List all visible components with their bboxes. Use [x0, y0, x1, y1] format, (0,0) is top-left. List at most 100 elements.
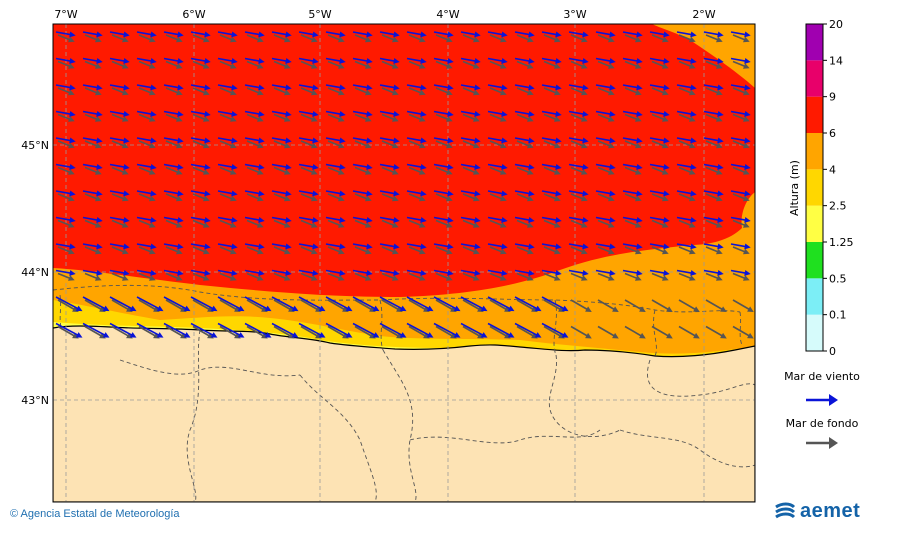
aemet-logo-icon: [775, 502, 796, 518]
wind-sea-arrow: [271, 216, 292, 223]
wind-sea-arrow: [433, 322, 461, 338]
swell-arrow: [543, 87, 561, 96]
wind-sea-arrow: [163, 137, 184, 144]
wind-sea-arrow: [190, 137, 211, 144]
swell-arrow: [732, 246, 750, 255]
wind-sea-arrow: [676, 110, 697, 117]
wind-sea-arrow: [649, 190, 670, 197]
wind-sea-arrow: [703, 57, 724, 64]
wind-sea-arrow: [109, 84, 130, 91]
swell-arrow: [165, 272, 183, 281]
wind-sea-arrow: [298, 243, 319, 250]
swell-arrow: [273, 193, 291, 202]
wind-sea-arrow: [541, 322, 569, 338]
swell-arrow: [462, 166, 480, 175]
swell-arrow: [219, 113, 237, 122]
swell-arrow: [732, 34, 750, 43]
swell-arrow: [273, 246, 291, 255]
swell-arrow: [354, 60, 372, 69]
colorbar-level-label: 4: [829, 163, 836, 176]
wind-sea-arrow: [190, 190, 211, 197]
wind-sea-arrow: [703, 137, 724, 144]
swell-arrow: [354, 246, 372, 255]
wind-sea-arrow: [163, 57, 184, 64]
wind-sea-arrow: [514, 84, 535, 91]
swell-arrow: [570, 272, 588, 281]
swell-arrow: [327, 60, 345, 69]
swell-arrow: [732, 219, 750, 228]
wind-sea-arrow: [676, 57, 697, 64]
swell-arrow: [381, 246, 399, 255]
swell-arrow: [570, 113, 588, 122]
swell-arrow: [192, 219, 210, 228]
swell-arrow: [624, 166, 642, 175]
swell-arrow: [462, 34, 480, 43]
wind-sea-arrow: [244, 243, 265, 250]
swell-arrow: [381, 60, 399, 69]
swell-arrow: [192, 113, 210, 122]
wind-sea-arrow: [460, 243, 481, 250]
swell-arrow: [327, 272, 345, 281]
swell-arrow: [678, 166, 696, 175]
wind-sea-arrow: [433, 31, 454, 38]
swell-arrow: [111, 113, 129, 122]
wind-sea-arrow: [55, 31, 76, 38]
swell-arrow: [408, 113, 426, 122]
wind-sea-arrow: [649, 31, 670, 38]
wind-sea-arrow: [622, 137, 643, 144]
swell-arrow: [543, 113, 561, 122]
swell-arrow: [516, 166, 534, 175]
colorbar-level-label: 1.25: [829, 236, 854, 249]
swell-arrow: [354, 272, 372, 281]
colorbar-segment: [806, 314, 823, 351]
swell-arrow: [381, 193, 399, 202]
wind-sea-arrow: [82, 163, 103, 170]
wind-sea-arrow: [298, 296, 326, 312]
swell-arrow: [138, 246, 156, 255]
wind-sea-arrow: [406, 84, 427, 91]
wind-sea-arrow: [244, 110, 265, 117]
swell-arrow: [435, 219, 453, 228]
swell-arrow: [435, 60, 453, 69]
swell-arrow: [381, 219, 399, 228]
swell-arrow: [489, 34, 507, 43]
swell-arrow: [219, 246, 237, 255]
swell-arrow: [354, 193, 372, 202]
wind-sea-arrow: [190, 243, 211, 250]
swell-arrow: [57, 87, 75, 96]
swell-arrow: [327, 193, 345, 202]
map-frame: [52, 23, 756, 503]
swell-arrow: [732, 272, 750, 281]
swell-arrow: [597, 193, 615, 202]
swell-arrow: [273, 272, 291, 281]
colorbar-level-label: 2.5: [829, 200, 847, 213]
wind-sea-arrow: [217, 31, 238, 38]
swell-arrow: [138, 87, 156, 96]
swell-arrow: [678, 246, 696, 255]
wind-sea-arrow: [190, 110, 211, 117]
swell-arrow: [705, 113, 723, 122]
wind-sea-arrow: [487, 57, 508, 64]
swell-arrow: [570, 193, 588, 202]
wind-sea-arrow: [82, 243, 103, 250]
wind-sea-arrow: [514, 31, 535, 38]
swell-arrow: [651, 166, 669, 175]
lon-tick-label: 3°W: [563, 8, 586, 21]
wind-sea-arrow: [352, 243, 373, 250]
swell-arrow: [705, 166, 723, 175]
swell-arrow: [354, 87, 372, 96]
wind-sea-arrow: [136, 110, 157, 117]
swell-arrow: [570, 246, 588, 255]
wind-sea-arrow: [730, 243, 751, 250]
wind-sea-arrow: [217, 216, 238, 223]
wind-sea-arrow: [163, 296, 191, 312]
swell-arrow: [273, 34, 291, 43]
swell-arrow: [327, 166, 345, 175]
swell-arrow: [57, 113, 75, 122]
swell-arrow: [408, 193, 426, 202]
wind-sea-arrow: [352, 296, 380, 312]
wind-sea-arrow: [136, 57, 157, 64]
lon-tick-label: 4°W: [436, 8, 459, 21]
wind-sea-arrow: [514, 322, 542, 338]
swell-arrow: [327, 34, 345, 43]
